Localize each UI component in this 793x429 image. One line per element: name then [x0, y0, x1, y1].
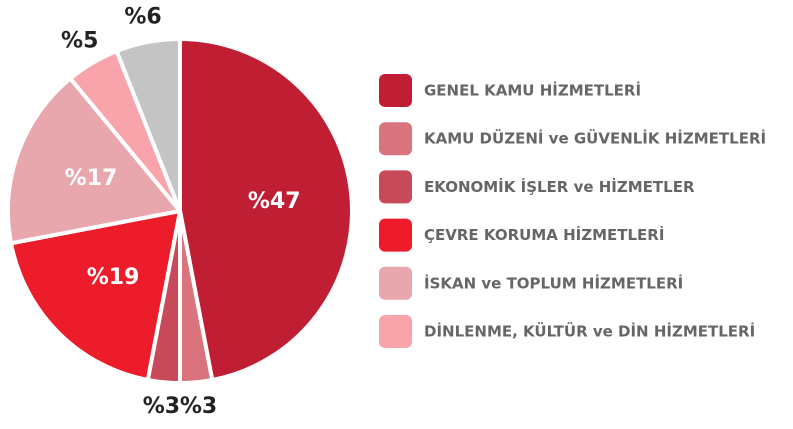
slice-label: %19 [87, 265, 140, 290]
legend-label: KAMU DÜZENİ ve GÜVENLİK HİZMETLERİ [424, 129, 766, 148]
legend-swatch [379, 315, 412, 348]
slice-label: %5 [61, 28, 98, 53]
legend-label: EKONOMİK İŞLER ve HİZMETLER [424, 177, 695, 196]
slice-label: %6 [124, 4, 161, 29]
legend-label: ÇEVRE KORUMA HİZMETLERİ [424, 225, 664, 244]
pie-slice [178, 37, 354, 382]
legend-swatch [379, 266, 412, 300]
legend-swatch [379, 122, 412, 156]
legend-label: GENEL KAMU HİZMETLERİ [424, 81, 641, 100]
slice-label: %3 [143, 394, 180, 419]
legend-swatch [379, 218, 412, 252]
legend-label: İSKAN ve TOPLUM HİZMETLERİ [424, 273, 683, 292]
slice-label: %17 [65, 166, 118, 191]
pie-slice [114, 37, 182, 213]
legend-swatch [379, 170, 412, 204]
pie-slice [9, 209, 182, 382]
legend-swatch [379, 74, 412, 107]
slice-label: %3 [180, 394, 217, 419]
legend-label: DİNLENME, KÜLTÜR ve DİN HİZMETLERİ [424, 322, 755, 341]
slice-label: %47 [248, 189, 301, 214]
pie-slice [6, 76, 182, 246]
